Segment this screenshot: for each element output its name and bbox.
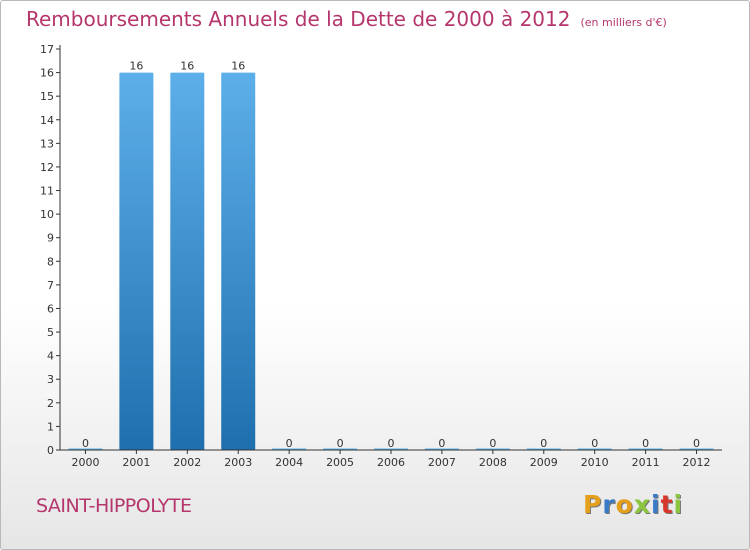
data-label-2002: 16 xyxy=(180,60,194,73)
y-tick-label: 15 xyxy=(40,90,54,103)
y-tick-label: 17 xyxy=(40,43,54,56)
logo-letter: P xyxy=(583,490,603,519)
y-tick-label: 8 xyxy=(47,255,54,268)
logo-letter: r xyxy=(602,490,616,519)
x-tick-label-2000: 2000 xyxy=(71,456,99,469)
x-tick-label-2001: 2001 xyxy=(122,456,150,469)
x-tick-label-2006: 2006 xyxy=(377,456,405,469)
bar-2001 xyxy=(119,72,154,451)
bars: 0 16 16 16 0 0 0 0 0 0 0 0 0 xyxy=(68,60,714,451)
data-label-2000: 0 xyxy=(82,437,89,450)
bar-2002 xyxy=(170,72,205,451)
x-tick-label-2010: 2010 xyxy=(581,456,609,469)
y-tick-label: 16 xyxy=(40,67,54,80)
y-tick-label: 11 xyxy=(40,185,54,198)
data-label-2010: 0 xyxy=(591,437,598,450)
chart-unit: (en milliers d'€) xyxy=(580,16,667,29)
data-label-2008: 0 xyxy=(489,437,496,450)
y-tick-label: 10 xyxy=(40,208,54,221)
x-tick-label-2007: 2007 xyxy=(428,456,456,469)
y-tick-label: 13 xyxy=(40,137,54,150)
logo-letter: i xyxy=(673,490,684,519)
x-tick-label-2011: 2011 xyxy=(632,456,660,469)
commune-name: SAINT-HIPPOLYTE xyxy=(36,495,192,517)
y-tick-label: 12 xyxy=(40,161,54,174)
data-label-2009: 0 xyxy=(540,437,547,450)
y-tick-label: 4 xyxy=(47,350,54,363)
x-tick-label-2009: 2009 xyxy=(530,456,558,469)
data-label-2003: 16 xyxy=(231,60,245,73)
y-tick-label: 3 xyxy=(47,373,54,386)
x-axis: 2000 2001 2002 2003 2004 2005 2006 2007 2008 2009… xyxy=(60,449,722,469)
data-label-2005: 0 xyxy=(337,437,344,450)
logo-letter: x xyxy=(633,490,651,519)
chart-title-block: Remboursements Annuels de la Dette de 20… xyxy=(26,7,667,31)
data-label-2012: 0 xyxy=(693,437,700,450)
data-label-2011: 0 xyxy=(642,437,649,450)
y-tick-label: 7 xyxy=(47,279,54,292)
data-label-2007: 0 xyxy=(438,437,445,450)
data-label-2004: 0 xyxy=(286,437,293,450)
x-tick-label-2003: 2003 xyxy=(224,456,252,469)
x-tick-label-2004: 2004 xyxy=(275,456,303,469)
logo-letter: t xyxy=(660,490,674,519)
x-tick-label-2005: 2005 xyxy=(326,456,354,469)
data-label-2006: 0 xyxy=(388,437,395,450)
y-tick-label: 1 xyxy=(47,420,54,433)
x-tick-label-2008: 2008 xyxy=(479,456,507,469)
y-tick-label: 9 xyxy=(47,232,54,245)
y-tick-label: 14 xyxy=(40,114,54,127)
y-tick-label: 6 xyxy=(47,302,54,315)
y-tick-label: 5 xyxy=(47,326,54,339)
logo-letter: i xyxy=(651,490,661,519)
x-tick-label-2002: 2002 xyxy=(173,456,201,469)
x-tick-label-2012: 2012 xyxy=(683,456,711,469)
y-tick-label: 0 xyxy=(47,444,54,457)
data-label-2001: 16 xyxy=(129,60,143,73)
proxiti-logo: Proxiti xyxy=(583,490,683,519)
y-tick-label: 2 xyxy=(47,397,54,410)
logo-letter: o xyxy=(615,490,634,519)
bar-2003 xyxy=(221,72,256,451)
chart-title: Remboursements Annuels de la Dette de 20… xyxy=(26,7,571,31)
